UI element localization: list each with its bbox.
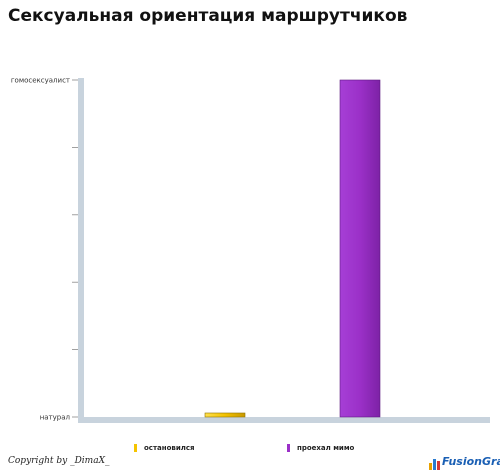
legend-label: остановился xyxy=(144,444,195,452)
y-axis-line xyxy=(78,78,84,423)
legend-label: проехал мимо xyxy=(297,444,355,452)
chart-title: Сексуальная ориентация маршрутчиков xyxy=(8,6,408,26)
bar-drove-past xyxy=(339,79,381,418)
plot-area xyxy=(78,78,490,423)
y-ticks: натурал гомосексуалист xyxy=(11,77,78,422)
legend: остановился проехал мимо xyxy=(134,444,355,452)
fusiongraph-logo: FusionGraph xyxy=(428,454,500,472)
legend-swatch xyxy=(134,444,137,452)
logo-text: FusionGraph xyxy=(442,455,500,468)
y-tick-label: натурал xyxy=(40,414,70,422)
y-tick-label: гомосексуалист xyxy=(11,77,70,85)
copyright-text: Copyright by _DimaX_ xyxy=(8,456,110,466)
legend-swatch xyxy=(287,444,290,452)
bar-stopped xyxy=(204,412,246,418)
bars xyxy=(204,79,381,418)
x-axis-line xyxy=(78,417,490,423)
logo-bars-icon xyxy=(429,459,440,470)
